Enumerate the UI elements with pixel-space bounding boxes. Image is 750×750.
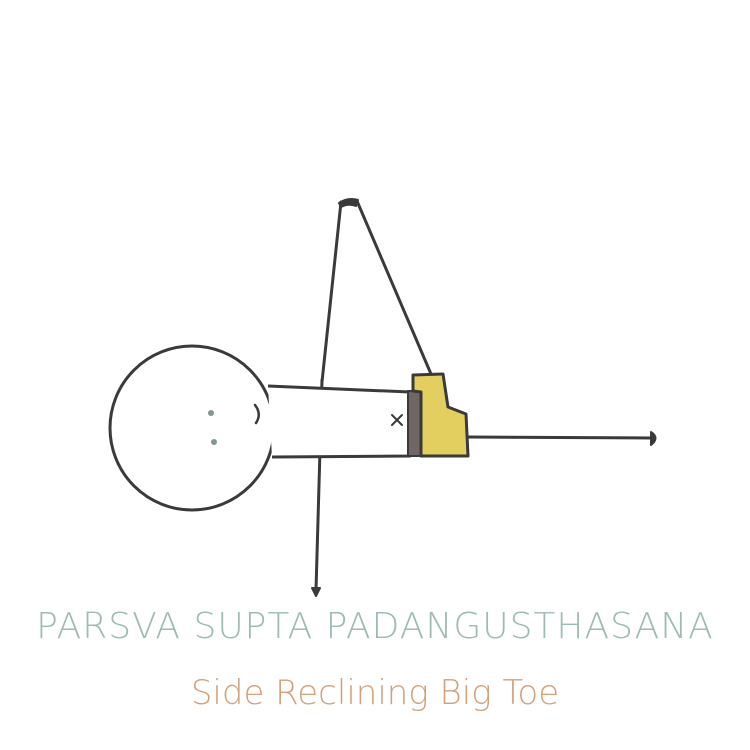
hands-block (411, 372, 470, 458)
side-leg (466, 435, 654, 440)
smile (253, 403, 260, 425)
navel-x-mark (391, 414, 403, 426)
raised-leg-front (320, 200, 343, 384)
raised-leg-back (355, 199, 433, 376)
pose-english-name: Side Reclining Big Toe (190, 673, 560, 713)
raised-foot (338, 198, 359, 208)
down-foot (311, 587, 321, 597)
eye-dot-upper (208, 410, 214, 416)
side-foot (650, 431, 657, 446)
head (108, 344, 276, 512)
eye-dot-lower (211, 439, 217, 445)
pose-sanskrit-name: PARSVA SUPTA PADANGUSTHASANA (36, 606, 714, 647)
torso (267, 384, 412, 459)
